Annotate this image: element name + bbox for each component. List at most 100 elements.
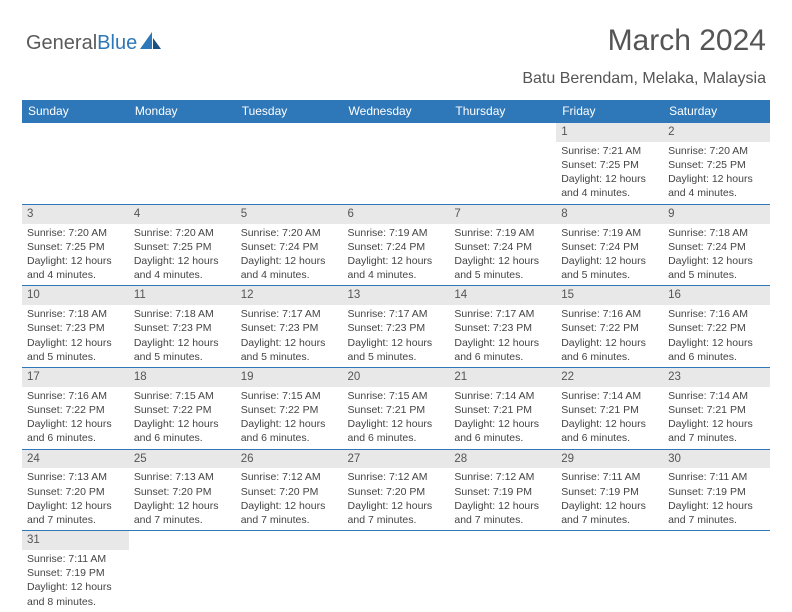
daylight-text: Daylight: 12 hours and 4 minutes. bbox=[134, 254, 231, 282]
calendar-row: 24Sunrise: 7:13 AMSunset: 7:20 PMDayligh… bbox=[22, 449, 770, 531]
calendar-cell bbox=[449, 123, 556, 204]
sunset-text: Sunset: 7:24 PM bbox=[348, 240, 445, 254]
sunset-text: Sunset: 7:24 PM bbox=[561, 240, 658, 254]
calendar-table: Sunday Monday Tuesday Wednesday Thursday… bbox=[22, 100, 770, 612]
sail-icon bbox=[140, 32, 162, 50]
day-details: Sunrise: 7:18 AMSunset: 7:23 PMDaylight:… bbox=[22, 305, 129, 367]
sunrise-text: Sunrise: 7:12 AM bbox=[241, 470, 338, 484]
day-details: Sunrise: 7:20 AMSunset: 7:24 PMDaylight:… bbox=[236, 224, 343, 286]
day-details: Sunrise: 7:14 AMSunset: 7:21 PMDaylight:… bbox=[556, 387, 663, 449]
calendar-cell: 17Sunrise: 7:16 AMSunset: 7:22 PMDayligh… bbox=[22, 367, 129, 449]
sunset-text: Sunset: 7:23 PM bbox=[454, 321, 551, 335]
day-number: 4 bbox=[129, 205, 236, 224]
day-number bbox=[663, 531, 770, 550]
calendar-cell bbox=[343, 123, 450, 204]
day-number: 20 bbox=[343, 368, 450, 387]
daylight-text: Daylight: 12 hours and 7 minutes. bbox=[348, 499, 445, 527]
day-number: 10 bbox=[22, 286, 129, 305]
day-number: 7 bbox=[449, 205, 556, 224]
calendar-cell: 31 Sunrise: 7:11 AMSunset: 7:19 PMDayligh… bbox=[22, 531, 129, 612]
sunrise-text: Sunrise: 7:11 AM bbox=[668, 470, 765, 484]
sunrise-text: Sunrise: 7:11 AM bbox=[27, 552, 124, 566]
day-number bbox=[236, 531, 343, 550]
calendar-cell: 3Sunrise: 7:20 AMSunset: 7:25 PMDaylight… bbox=[22, 204, 129, 286]
calendar-cell: 24Sunrise: 7:13 AMSunset: 7:20 PMDayligh… bbox=[22, 449, 129, 531]
weekday-header: Tuesday bbox=[236, 100, 343, 123]
day-details: Sunrise: 7:15 AMSunset: 7:22 PMDaylight:… bbox=[236, 387, 343, 449]
weekday-header: Wednesday bbox=[343, 100, 450, 123]
daylight-text: Daylight: 12 hours and 5 minutes. bbox=[561, 254, 658, 282]
sunrise-text: Sunrise: 7:14 AM bbox=[454, 389, 551, 403]
day-number bbox=[236, 123, 343, 142]
daylight-text: Daylight: 12 hours and 6 minutes. bbox=[668, 336, 765, 364]
day-number: 26 bbox=[236, 450, 343, 469]
sunrise-text: Sunrise: 7:16 AM bbox=[561, 307, 658, 321]
calendar-cell: 26Sunrise: 7:12 AMSunset: 7:20 PMDayligh… bbox=[236, 449, 343, 531]
day-details: Sunrise: 7:15 AMSunset: 7:21 PMDaylight:… bbox=[343, 387, 450, 449]
day-number: 11 bbox=[129, 286, 236, 305]
day-number: 19 bbox=[236, 368, 343, 387]
sunset-text: Sunset: 7:20 PM bbox=[27, 485, 124, 499]
day-number: 1 bbox=[556, 123, 663, 142]
day-number: 8 bbox=[556, 205, 663, 224]
sunset-text: Sunset: 7:20 PM bbox=[241, 485, 338, 499]
calendar-cell: 27Sunrise: 7:12 AMSunset: 7:20 PMDayligh… bbox=[343, 449, 450, 531]
day-details: Sunrise: 7:11 AMSunset: 7:19 PMDaylight:… bbox=[556, 468, 663, 530]
sunrise-text: Sunrise: 7:21 AM bbox=[561, 144, 658, 158]
calendar-cell: 16Sunrise: 7:16 AMSunset: 7:22 PMDayligh… bbox=[663, 286, 770, 368]
sunset-text: Sunset: 7:20 PM bbox=[348, 485, 445, 499]
day-number bbox=[343, 123, 450, 142]
day-number bbox=[449, 123, 556, 142]
daylight-text: Daylight: 12 hours and 4 minutes. bbox=[241, 254, 338, 282]
daylight-text: Daylight: 12 hours and 7 minutes. bbox=[561, 499, 658, 527]
day-details: Sunrise: 7:16 AMSunset: 7:22 PMDaylight:… bbox=[22, 387, 129, 449]
calendar-cell bbox=[236, 531, 343, 612]
day-number: 16 bbox=[663, 286, 770, 305]
daylight-text: Daylight: 12 hours and 5 minutes. bbox=[348, 336, 445, 364]
day-details: Sunrise: 7:21 AMSunset: 7:25 PMDaylight:… bbox=[556, 142, 663, 204]
sunrise-text: Sunrise: 7:20 AM bbox=[27, 226, 124, 240]
day-number bbox=[343, 531, 450, 550]
day-details: Sunrise: 7:20 AMSunset: 7:25 PMDaylight:… bbox=[663, 142, 770, 204]
day-number: 3 bbox=[22, 205, 129, 224]
sunrise-text: Sunrise: 7:13 AM bbox=[27, 470, 124, 484]
day-number: 22 bbox=[556, 368, 663, 387]
daylight-text: Daylight: 12 hours and 6 minutes. bbox=[27, 417, 124, 445]
sunrise-text: Sunrise: 7:13 AM bbox=[134, 470, 231, 484]
sunset-text: Sunset: 7:19 PM bbox=[668, 485, 765, 499]
weekday-header: Thursday bbox=[449, 100, 556, 123]
day-number: 17 bbox=[22, 368, 129, 387]
day-number: 31 bbox=[22, 531, 129, 550]
sunrise-text: Sunrise: 7:15 AM bbox=[134, 389, 231, 403]
calendar-row: 17Sunrise: 7:16 AMSunset: 7:22 PMDayligh… bbox=[22, 367, 770, 449]
daylight-text: Daylight: 12 hours and 7 minutes. bbox=[668, 417, 765, 445]
sunset-text: Sunset: 7:22 PM bbox=[241, 403, 338, 417]
calendar-cell: 6Sunrise: 7:19 AMSunset: 7:24 PMDaylight… bbox=[343, 204, 450, 286]
day-number: 14 bbox=[449, 286, 556, 305]
sunrise-text: Sunrise: 7:14 AM bbox=[668, 389, 765, 403]
calendar-cell: 21Sunrise: 7:14 AMSunset: 7:21 PMDayligh… bbox=[449, 367, 556, 449]
sunrise-text: Sunrise: 7:19 AM bbox=[561, 226, 658, 240]
calendar-cell: 13Sunrise: 7:17 AMSunset: 7:23 PMDayligh… bbox=[343, 286, 450, 368]
daylight-text: Daylight: 12 hours and 4 minutes. bbox=[27, 254, 124, 282]
calendar-cell: 15Sunrise: 7:16 AMSunset: 7:22 PMDayligh… bbox=[556, 286, 663, 368]
calendar-row: 10Sunrise: 7:18 AMSunset: 7:23 PMDayligh… bbox=[22, 286, 770, 368]
daylight-text: Daylight: 12 hours and 7 minutes. bbox=[668, 499, 765, 527]
daylight-text: Daylight: 12 hours and 5 minutes. bbox=[241, 336, 338, 364]
day-details: Sunrise: 7:12 AMSunset: 7:20 PMDaylight:… bbox=[236, 468, 343, 530]
daylight-text: Daylight: 12 hours and 7 minutes. bbox=[241, 499, 338, 527]
weekday-header: Sunday bbox=[22, 100, 129, 123]
daylight-text: Daylight: 12 hours and 7 minutes. bbox=[134, 499, 231, 527]
calendar-cell bbox=[236, 123, 343, 204]
day-number bbox=[449, 531, 556, 550]
calendar-cell: 5Sunrise: 7:20 AMSunset: 7:24 PMDaylight… bbox=[236, 204, 343, 286]
daylight-text: Daylight: 12 hours and 8 minutes. bbox=[27, 580, 124, 608]
calendar-cell bbox=[129, 123, 236, 204]
calendar-cell: 14Sunrise: 7:17 AMSunset: 7:23 PMDayligh… bbox=[449, 286, 556, 368]
sunset-text: Sunset: 7:19 PM bbox=[27, 566, 124, 580]
day-details: Sunrise: 7:16 AMSunset: 7:22 PMDaylight:… bbox=[556, 305, 663, 367]
daylight-text: Daylight: 12 hours and 6 minutes. bbox=[454, 417, 551, 445]
calendar-row: 3Sunrise: 7:20 AMSunset: 7:25 PMDaylight… bbox=[22, 204, 770, 286]
day-details: Sunrise: 7:18 AMSunset: 7:24 PMDaylight:… bbox=[663, 224, 770, 286]
sunset-text: Sunset: 7:24 PM bbox=[454, 240, 551, 254]
